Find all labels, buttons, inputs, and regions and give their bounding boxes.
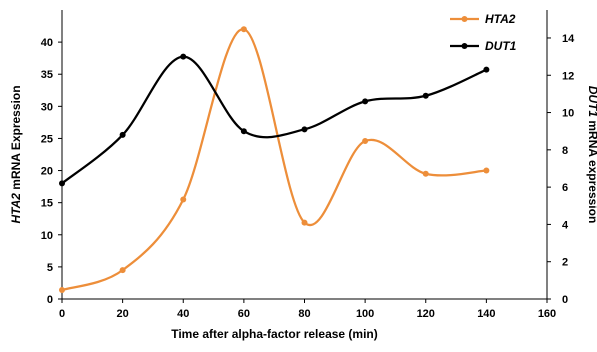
x-axis-title: Time after alpha-factor release (min) — [171, 327, 378, 341]
dut1-data-point — [120, 132, 126, 138]
x-tick-label: 20 — [117, 308, 129, 320]
x-tick-label: 40 — [177, 308, 189, 320]
right-y-tick-label: 12 — [562, 70, 574, 82]
left-y-tick-label: 35 — [41, 69, 53, 81]
left-y-axis-title: HTA2 mRNA Expression — [9, 85, 23, 223]
dut1-legend-label: DUT1 — [485, 39, 517, 53]
hta2-data-point — [120, 267, 126, 273]
legend: HTA2 DUT1 — [450, 12, 517, 53]
dut1-data-point — [483, 67, 489, 73]
left-y-axis-title-rest: mRNA Expression — [9, 85, 23, 193]
left-y-tick-label: 10 — [41, 230, 53, 242]
axis-titles: Time after alpha-factor release (min) HT… — [9, 85, 597, 341]
left-y-tick-label: 5 — [47, 262, 53, 274]
dut1-data-point — [302, 126, 308, 132]
right-y-tick-label: 14 — [562, 33, 575, 45]
hta2-data-point — [59, 287, 65, 293]
dut1-data-point — [423, 93, 429, 99]
right-y-tick-label: 2 — [562, 257, 568, 269]
x-tick-label: 140 — [477, 308, 495, 320]
hta2-series-line — [62, 29, 486, 290]
right-y-tick-label: 0 — [562, 294, 568, 306]
right-y-axis-title: DUT1 mRNA expression — [586, 86, 597, 224]
hta2-data-point — [423, 171, 429, 177]
x-tick-label: 100 — [356, 308, 374, 320]
left-y-tick-label: 15 — [41, 198, 53, 210]
x-tick-label: 80 — [298, 308, 310, 320]
left-y-tick-label: 20 — [41, 166, 53, 178]
right-y-tick-label: 10 — [562, 108, 574, 120]
right-y-tick-label: 8 — [562, 145, 568, 157]
dut1-data-point — [362, 98, 368, 104]
x-tick-label: 120 — [417, 308, 435, 320]
x-tick-label: 60 — [238, 308, 250, 320]
hta2-data-point — [362, 138, 368, 144]
x-tick-label: 160 — [538, 308, 556, 320]
right-y-axis-title-rest: mRNA expression — [586, 117, 597, 223]
left-y-axis-title-gene: HTA2 — [9, 193, 23, 224]
left-y-tick-label: 30 — [41, 101, 53, 113]
tick-labels: 0 20 40 60 80 100 120 140 160 0 5 10 15 20 25 30 35 40 0 2 4… — [41, 33, 575, 320]
hta2-legend-marker — [462, 16, 468, 22]
left-y-tick-label: 0 — [47, 294, 53, 306]
axes — [58, 10, 551, 303]
dut1-legend-marker — [462, 43, 468, 49]
hta2-data-point — [241, 26, 247, 32]
right-y-axis-title-gene: DUT1 — [586, 86, 597, 118]
dut1-data-point — [241, 128, 247, 134]
hta2-data-point — [483, 168, 489, 174]
left-y-tick-label: 40 — [41, 37, 53, 49]
right-y-tick-label: 6 — [562, 182, 568, 194]
hta2-data-point — [180, 196, 186, 202]
right-y-tick-label: 4 — [562, 219, 569, 231]
series-layer — [59, 26, 489, 293]
hta2-legend-label: HTA2 — [485, 12, 516, 26]
dut1-data-point — [59, 180, 65, 186]
left-y-tick-label: 25 — [41, 133, 53, 145]
dut1-data-point — [180, 54, 186, 60]
hta2-data-point — [302, 220, 308, 226]
x-tick-label: 0 — [59, 308, 65, 320]
